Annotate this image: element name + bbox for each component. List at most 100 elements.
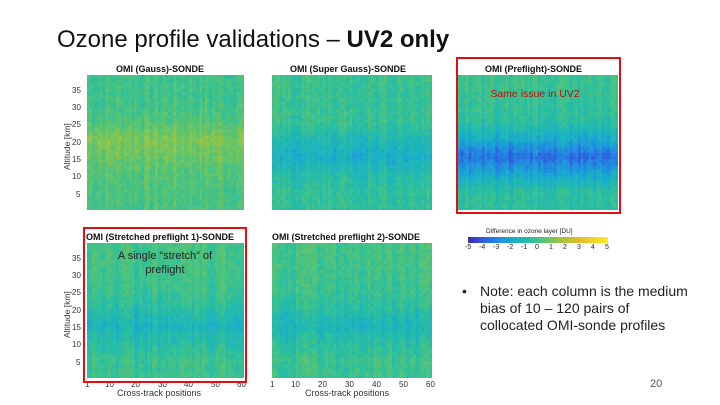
heatmap-cell xyxy=(330,91,334,96)
heatmap-cell xyxy=(349,91,353,96)
heatmap-cell xyxy=(272,142,275,147)
heatmap-cell xyxy=(115,189,119,194)
heatmap-cell xyxy=(128,98,132,103)
heatmap-cell xyxy=(290,85,294,89)
heatmap-cell xyxy=(105,159,109,164)
heatmap-cell xyxy=(94,122,98,126)
heatmap-cell xyxy=(175,135,179,140)
heatmap-cell xyxy=(225,81,229,86)
heatmap-cell xyxy=(149,166,153,170)
heatmap-cell xyxy=(381,125,385,130)
heatmap-cell xyxy=(97,176,101,180)
heatmap-cell xyxy=(575,78,579,83)
heatmap-cell xyxy=(357,95,361,99)
heatmap-cell xyxy=(392,112,395,116)
heatmap-cell xyxy=(94,196,98,201)
heatmap-cell xyxy=(498,75,501,79)
heatmap-cell xyxy=(87,115,90,120)
heatmap-cell xyxy=(410,166,414,170)
heatmap-cell xyxy=(186,125,190,130)
heatmap-cell xyxy=(405,88,409,93)
heatmap-cell xyxy=(134,169,138,174)
heatmap-cell xyxy=(341,193,345,197)
heatmap-cell xyxy=(320,186,323,191)
heatmap-cell xyxy=(241,115,244,120)
heatmap-cell xyxy=(354,125,358,130)
heatmap-cell xyxy=(217,115,221,120)
heatmap-cell xyxy=(241,206,244,210)
heatmap-cell xyxy=(87,108,90,113)
heatmap-cell xyxy=(402,75,406,79)
heatmap-cell xyxy=(378,169,382,174)
heatmap-cell xyxy=(168,196,172,201)
heatmap-cell xyxy=(277,166,281,170)
heatmap-cell xyxy=(304,125,307,130)
heatmap-cell xyxy=(230,169,234,174)
heatmap-cell xyxy=(416,115,419,120)
heatmap-cell xyxy=(336,176,339,180)
heatmap-cell xyxy=(360,149,363,153)
heatmap-cell xyxy=(429,85,432,89)
heatmap-cell xyxy=(141,162,145,167)
heatmap-cell xyxy=(186,196,190,201)
heatmap-cell xyxy=(320,105,323,110)
heatmap-cell xyxy=(220,91,224,96)
heatmap-cell xyxy=(126,183,130,187)
heatmap-cell xyxy=(368,125,371,130)
heatmap-cell xyxy=(338,75,342,79)
heatmap-cell xyxy=(317,206,321,210)
heatmap-cell xyxy=(360,196,363,201)
heatmap-cell xyxy=(463,78,467,83)
heatmap-cell xyxy=(301,98,305,103)
heatmap-cell xyxy=(152,203,156,207)
heatmap-cell xyxy=(102,135,106,140)
heatmap-cell xyxy=(181,199,185,204)
heatmap-cell xyxy=(126,186,130,191)
heatmap-cell xyxy=(408,88,411,93)
heatmap-cell xyxy=(204,78,208,83)
heatmap-cell xyxy=(373,186,377,191)
heatmap-cell xyxy=(207,145,211,150)
heatmap-cell xyxy=(107,115,111,120)
heatmap-cell xyxy=(317,166,321,170)
heatmap-cell xyxy=(400,88,403,93)
heatmap-cell xyxy=(165,166,169,170)
heatmap-cell xyxy=(102,85,106,89)
heatmap-cell xyxy=(230,108,234,113)
heatmap-cell xyxy=(118,108,122,113)
heatmap-cell xyxy=(209,193,213,197)
heatmap-cell xyxy=(202,189,206,194)
heatmap-cell xyxy=(113,112,117,116)
heatmap-cell xyxy=(389,98,393,103)
heatmap-cell xyxy=(97,166,101,170)
heatmap-cell xyxy=(405,203,409,207)
heatmap-cell xyxy=(238,193,242,197)
heatmap-cell xyxy=(296,78,299,83)
heatmap-cell xyxy=(410,203,414,207)
heatmap-cell xyxy=(290,172,294,177)
heatmap-cell xyxy=(336,166,339,170)
heatmap-cell xyxy=(102,145,106,150)
heatmap-cell xyxy=(204,142,208,147)
heatmap-cell xyxy=(94,115,98,120)
heatmap-cell xyxy=(285,152,289,157)
heatmap-cell xyxy=(344,122,347,126)
heatmap-cell xyxy=(134,183,138,187)
heatmap-cell xyxy=(162,91,166,96)
heatmap-cell xyxy=(105,139,109,143)
heatmap-cell xyxy=(241,166,244,170)
heatmap-cell xyxy=(225,149,229,153)
heatmap-cell xyxy=(199,112,203,116)
heatmap-cell xyxy=(282,176,286,180)
heatmap-cell xyxy=(346,206,350,210)
heatmap-cell xyxy=(277,152,281,157)
heatmap-cell xyxy=(217,156,221,160)
heatmap-cell xyxy=(333,156,337,160)
heatmap-cell xyxy=(173,108,177,113)
heatmap-cell xyxy=(191,88,195,93)
heatmap-cell xyxy=(285,172,289,177)
heatmap-cell xyxy=(152,186,156,191)
heatmap-cell xyxy=(121,176,124,180)
heatmap-cell xyxy=(110,91,114,96)
heatmap-cell xyxy=(149,179,153,184)
